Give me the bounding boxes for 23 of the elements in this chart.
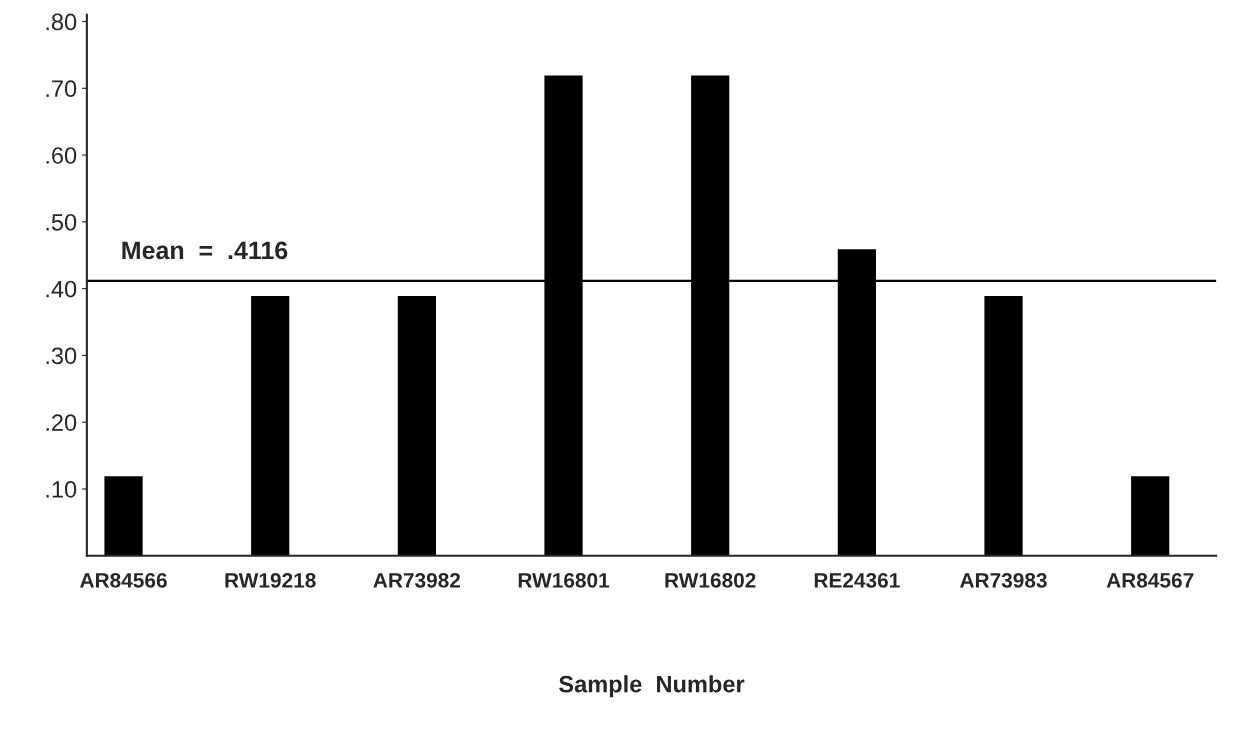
x-tick-label: AR84567	[1106, 572, 1194, 588]
y-tick-label: .70	[46, 80, 77, 98]
x-tick-label: RE24361	[814, 572, 900, 588]
bar	[1129, 474, 1171, 556]
bar	[249, 294, 291, 556]
y-tick-label: .30	[46, 347, 77, 365]
x-tick-label: RW16801	[518, 572, 610, 588]
bar	[396, 294, 438, 556]
ref-line-label: Mean = .4116	[122, 241, 288, 260]
bar	[103, 474, 145, 556]
y-tick-label: .60	[46, 147, 77, 164]
y-tick-label: .50	[46, 213, 77, 231]
x-tick-label: RW19218	[225, 572, 316, 588]
bar	[983, 294, 1025, 556]
y-tick-label: .20	[46, 414, 77, 431]
x-tick-label: AR73983	[960, 572, 1047, 588]
x-tick-label: AR73982	[373, 572, 461, 588]
x-tick-label: RW16802	[665, 572, 756, 588]
y-tick-label: .80	[46, 13, 77, 31]
x-tick-label: AR84566	[80, 572, 167, 588]
x-axis-title: Sample Number	[559, 675, 745, 698]
y-tick-label: .10	[46, 481, 77, 498]
y-tick-label: .40	[46, 280, 77, 298]
